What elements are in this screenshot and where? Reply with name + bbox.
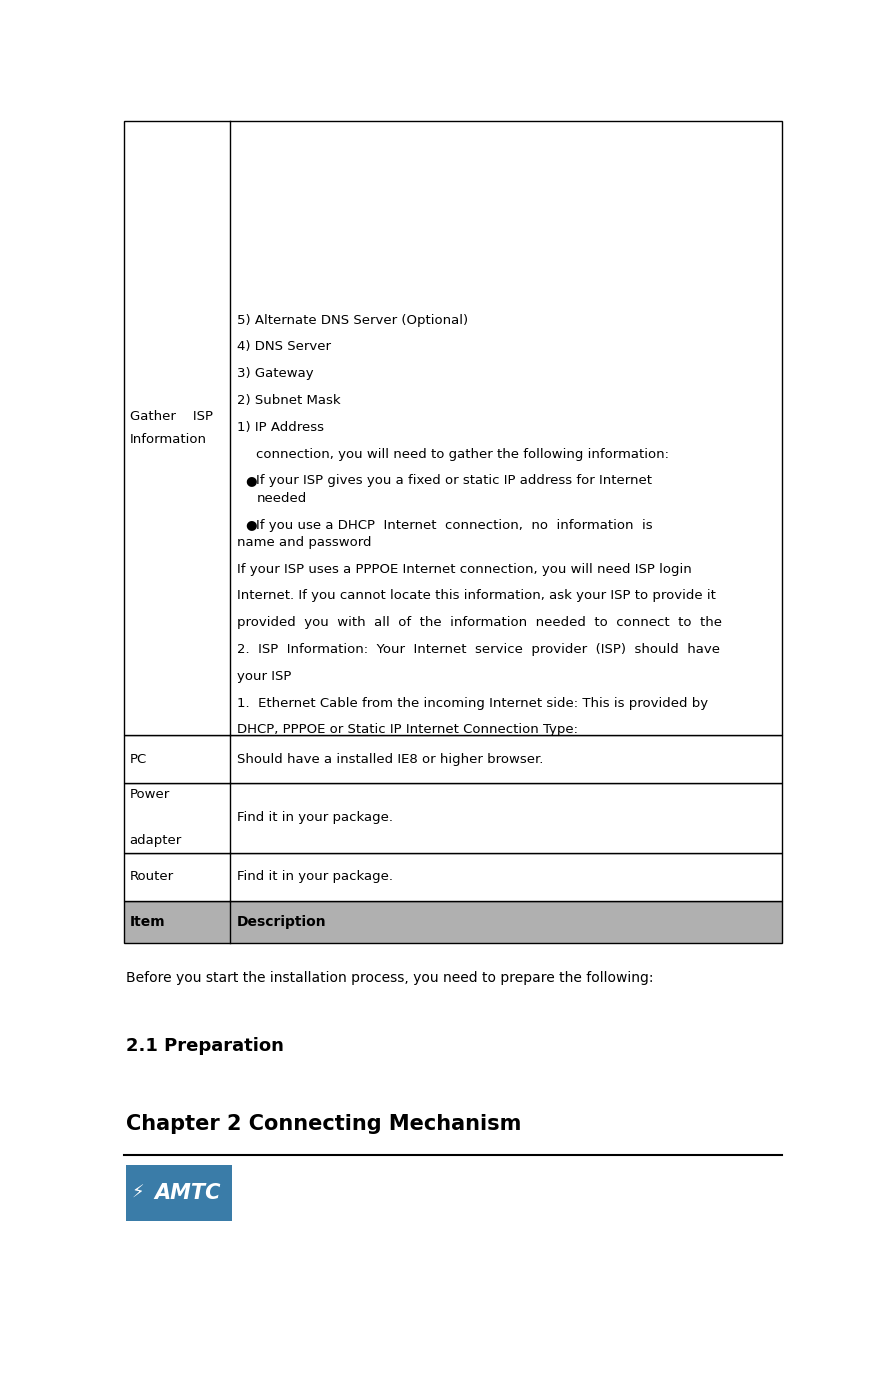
- Text: If you use a DHCP  Internet  connection,  no  information  is: If you use a DHCP Internet connection, n…: [256, 518, 653, 532]
- Text: PC: PC: [130, 753, 147, 765]
- Bar: [124, 901, 782, 944]
- Text: 2) Subnet Mask: 2) Subnet Mask: [237, 394, 341, 407]
- Text: Power

adapter: Power adapter: [130, 789, 182, 847]
- Text: 1.  Ethernet Cable from the incoming Internet side: This is provided by: 1. Ethernet Cable from the incoming Inte…: [237, 697, 708, 710]
- Text: 4) DNS Server: 4) DNS Server: [237, 341, 332, 353]
- Text: 2.1 Preparation: 2.1 Preparation: [126, 1037, 284, 1055]
- Text: If your ISP gives you a fixed or static IP address for Internet: If your ISP gives you a fixed or static …: [256, 474, 652, 488]
- Text: ●: ●: [246, 474, 257, 488]
- Text: Find it in your package.: Find it in your package.: [237, 811, 393, 825]
- Text: your ISP: your ISP: [237, 669, 292, 683]
- Bar: [124, 735, 782, 783]
- Text: ⚡: ⚡: [132, 1184, 144, 1202]
- Text: Description: Description: [237, 915, 327, 929]
- Bar: [126, 1166, 232, 1221]
- Text: Before you start the installation process, you need to prepare the following:: Before you start the installation proces…: [126, 972, 653, 985]
- Text: DHCP, PPPOE or Static IP Internet Connection Type:: DHCP, PPPOE or Static IP Internet Connec…: [237, 723, 578, 736]
- Text: Should have a installed IE8 or higher browser.: Should have a installed IE8 or higher br…: [237, 753, 544, 765]
- Bar: [124, 122, 782, 735]
- Text: Find it in your package.: Find it in your package.: [237, 870, 393, 883]
- Text: AMTC: AMTC: [154, 1184, 220, 1203]
- Text: 1) IP Address: 1) IP Address: [237, 421, 324, 434]
- Text: ●: ●: [246, 518, 257, 532]
- Bar: [124, 735, 782, 783]
- Bar: [124, 122, 782, 735]
- Text: needed: needed: [256, 492, 307, 505]
- Text: Internet. If you cannot locate this information, ask your ISP to provide it: Internet. If you cannot locate this info…: [237, 589, 716, 603]
- Text: If your ISP uses a PPPOE Internet connection, you will need ISP login: If your ISP uses a PPPOE Internet connec…: [237, 563, 692, 575]
- Text: Chapter 2 Connecting Mechanism: Chapter 2 Connecting Mechanism: [126, 1114, 521, 1134]
- Bar: [124, 852, 782, 901]
- Text: Item: Item: [130, 915, 165, 929]
- Text: name and password: name and password: [237, 536, 372, 549]
- Text: Router: Router: [130, 870, 174, 883]
- Text: 3) Gateway: 3) Gateway: [237, 367, 314, 380]
- Text: provided  you  with  all  of  the  information  needed  to  connect  to  the: provided you with all of the information…: [237, 617, 722, 629]
- Bar: [124, 852, 782, 901]
- Bar: [124, 783, 782, 852]
- Text: connection, you will need to gather the following information:: connection, you will need to gather the …: [256, 448, 669, 460]
- Text: 2.  ISP  Information:  Your  Internet  service  provider  (ISP)  should  have: 2. ISP Information: Your Internet servic…: [237, 643, 720, 656]
- Text: 5) Alternate DNS Server (Optional): 5) Alternate DNS Server (Optional): [237, 313, 469, 327]
- Text: Gather    ISP
Information: Gather ISP Information: [130, 410, 213, 446]
- Bar: [124, 783, 782, 852]
- Bar: [124, 901, 782, 944]
